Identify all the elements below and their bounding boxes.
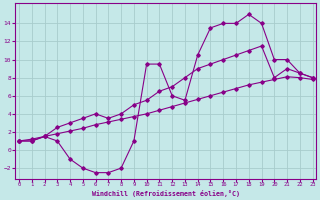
X-axis label: Windchill (Refroidissement éolien,°C): Windchill (Refroidissement éolien,°C)	[92, 190, 240, 197]
